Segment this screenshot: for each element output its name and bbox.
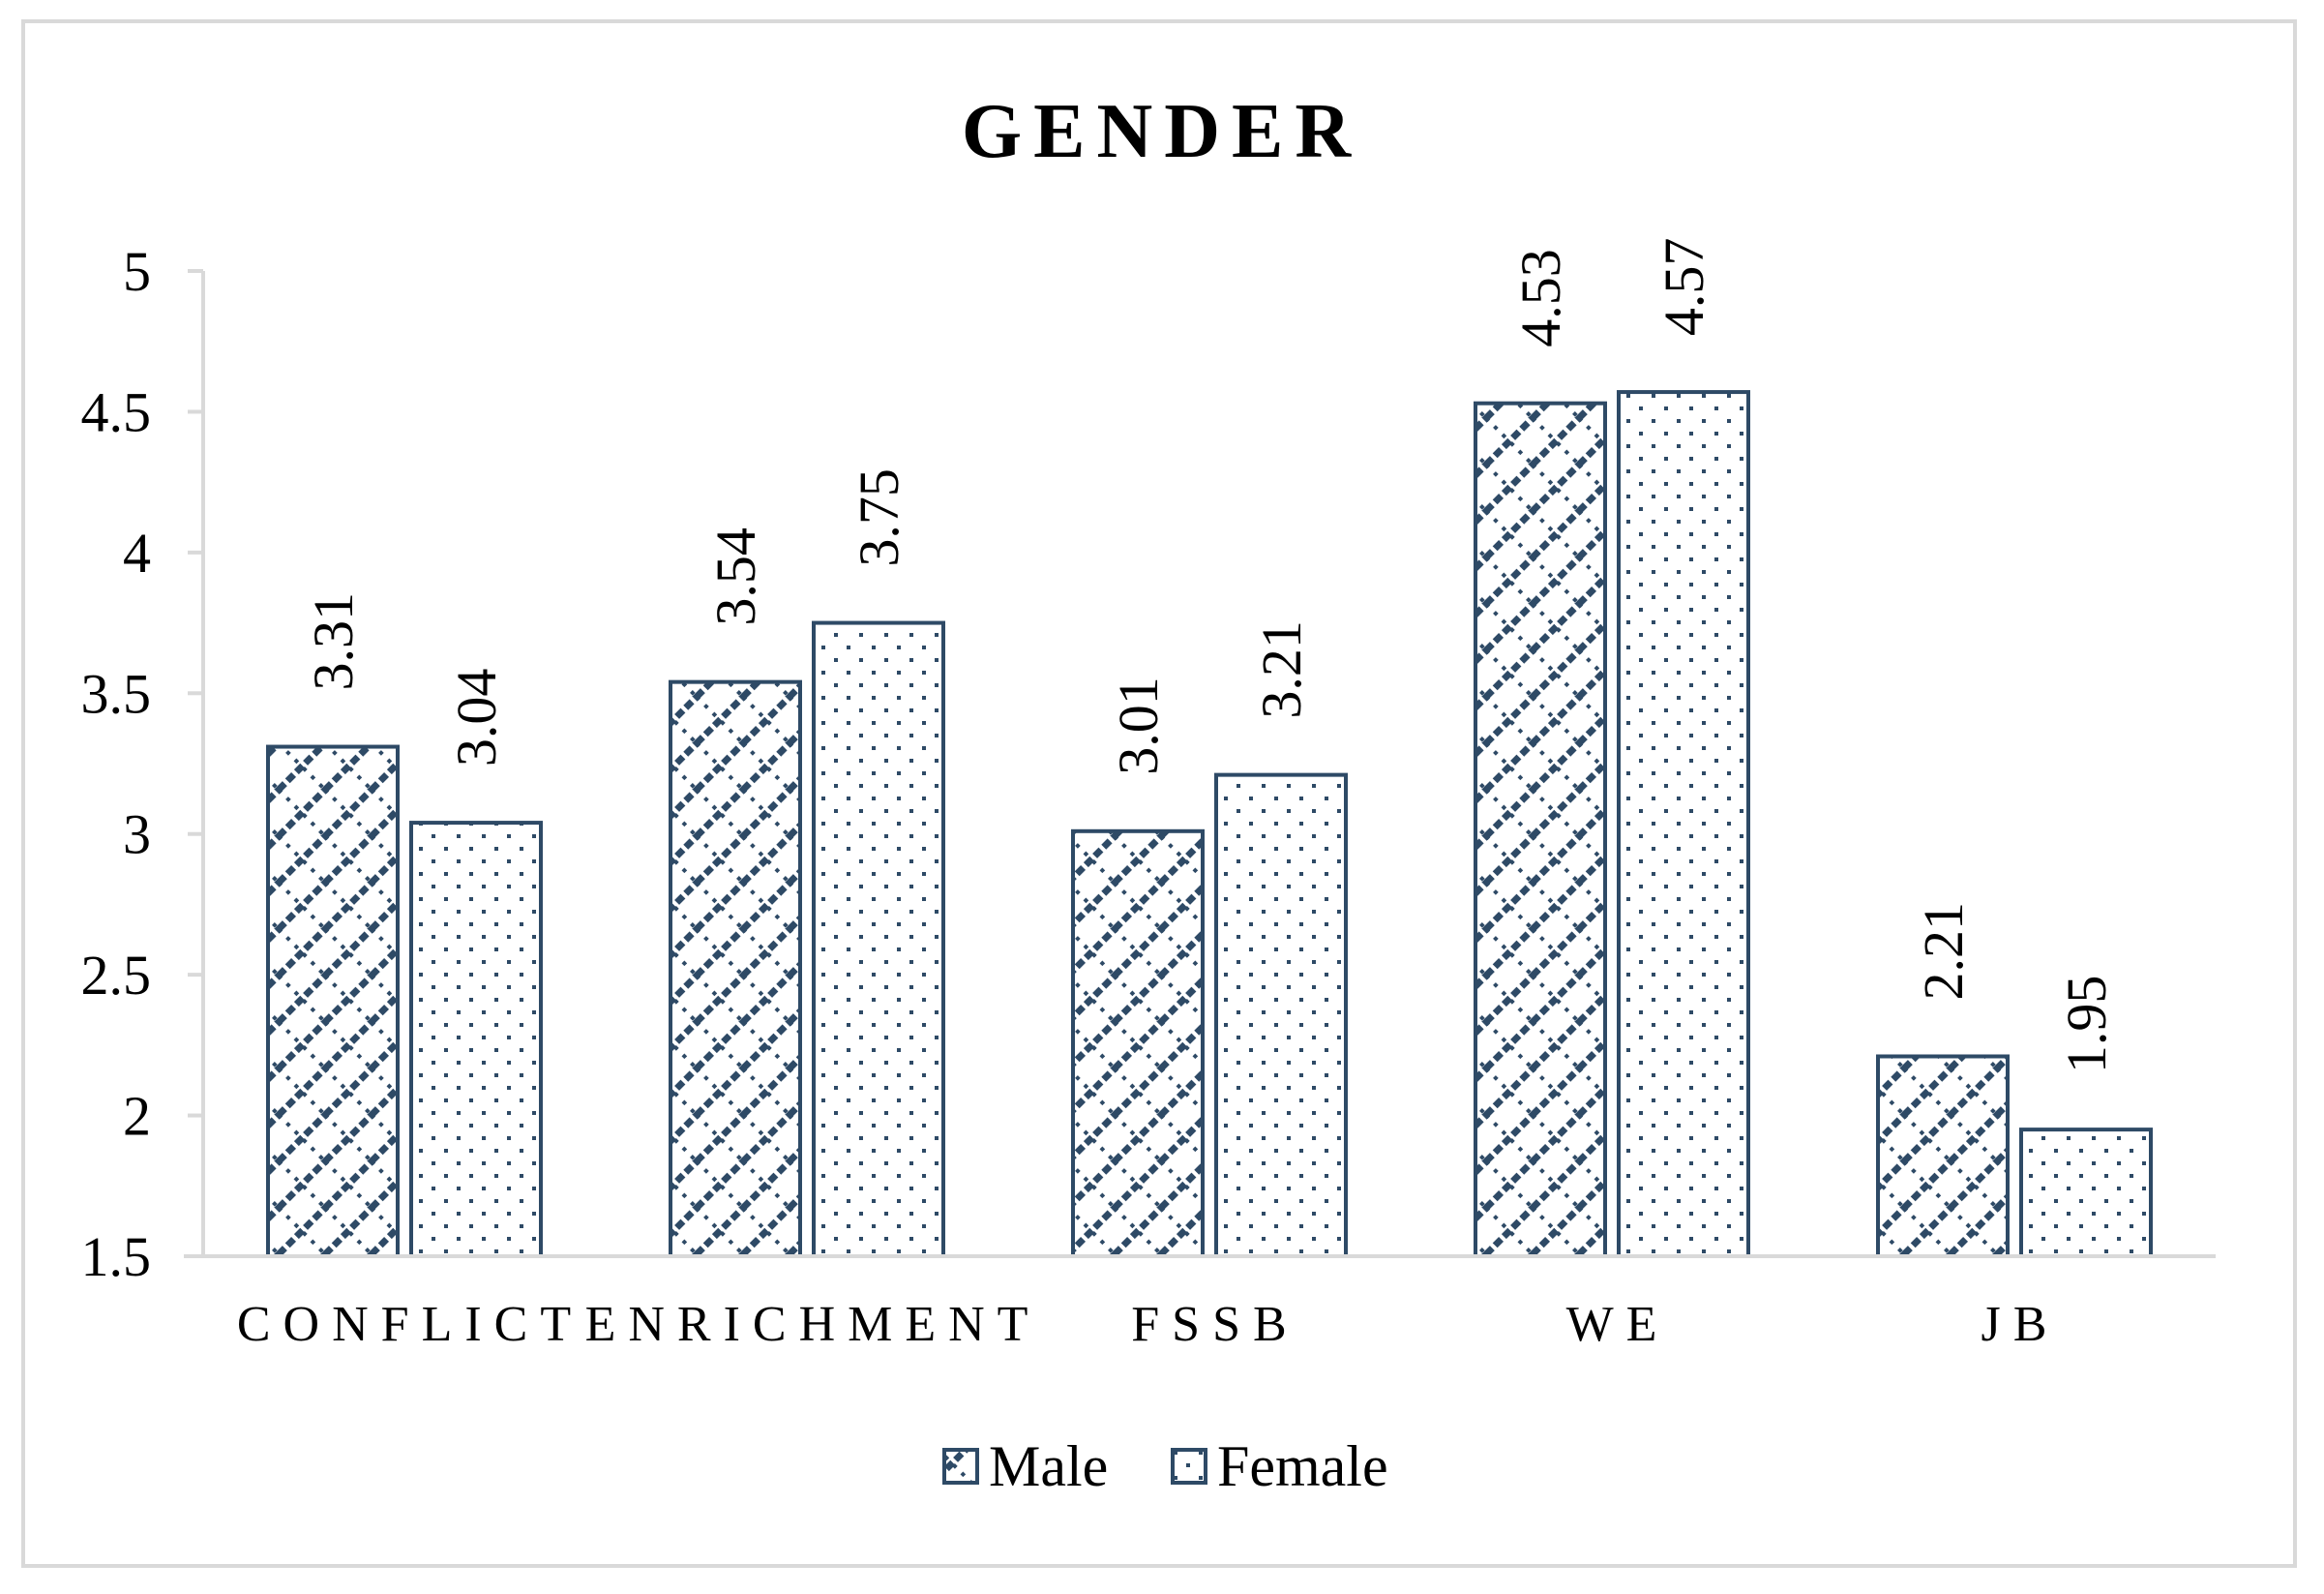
bar-female-we xyxy=(1617,390,1750,1259)
bar-male-conflict xyxy=(266,744,400,1258)
bar-female-conflict xyxy=(409,821,543,1259)
bar-male-jb xyxy=(1876,1054,2010,1259)
data-label: 3.01 xyxy=(1107,677,1170,775)
y-tick-label: 4.5 xyxy=(81,380,152,443)
data-label: 3.04 xyxy=(445,669,508,767)
y-axis: 1.5 2 2.5 3 3.5 4 4.5 5 xyxy=(81,240,205,1288)
bar-male-enrichment xyxy=(669,679,802,1258)
x-tick-label: WE xyxy=(1566,1297,1670,1352)
x-tick-label: FSSB xyxy=(1131,1297,1298,1352)
bar-female-fssb xyxy=(1214,772,1348,1258)
x-tick-label: JB xyxy=(1981,1297,2060,1352)
data-labels-group: 3.31 3.04 3.54 3.75 3.01 3.21 4.53 4.57 2.21 1.95 xyxy=(302,238,2118,1074)
bars-group xyxy=(266,390,2153,1259)
bar-male-we xyxy=(1474,401,1607,1258)
y-tick-label: 3 xyxy=(123,803,151,866)
legend-swatch-female xyxy=(1171,1448,1207,1485)
legend-swatch-male xyxy=(942,1448,979,1485)
chart-border xyxy=(21,19,2297,1568)
data-label: 4.53 xyxy=(1509,249,1572,347)
data-label: 4.57 xyxy=(1653,238,1715,337)
y-tick-label: 4 xyxy=(123,522,151,585)
data-label: 2.21 xyxy=(1912,902,1975,1001)
x-tick-label: ENRICHMENT xyxy=(585,1297,1041,1352)
data-label: 3.75 xyxy=(848,468,910,567)
y-tick-label: 5 xyxy=(123,240,151,303)
data-label: 3.21 xyxy=(1250,620,1313,719)
bar-female-enrichment xyxy=(812,620,945,1258)
chart-title: GENDER xyxy=(962,89,1362,174)
data-label: 1.95 xyxy=(2055,976,2118,1074)
y-tick-label: 1.5 xyxy=(81,1225,152,1288)
y-tick-label: 3.5 xyxy=(81,662,152,725)
legend: Male Female xyxy=(942,1434,1388,1498)
bar-male-fssb xyxy=(1071,828,1205,1258)
data-label: 3.31 xyxy=(302,592,365,691)
y-tick-label: 2 xyxy=(123,1085,151,1148)
legend-label-female: Female xyxy=(1217,1434,1388,1498)
x-axis: CONFLICT ENRICHMENT FSSB WE JB xyxy=(184,1254,2216,1352)
bar-female-jb xyxy=(2019,1128,2153,1258)
x-tick-label: CONFLICT xyxy=(237,1297,583,1352)
legend-label-male: Male xyxy=(989,1434,1108,1498)
y-tick-label: 2.5 xyxy=(81,944,152,1007)
data-label: 3.54 xyxy=(704,527,767,626)
